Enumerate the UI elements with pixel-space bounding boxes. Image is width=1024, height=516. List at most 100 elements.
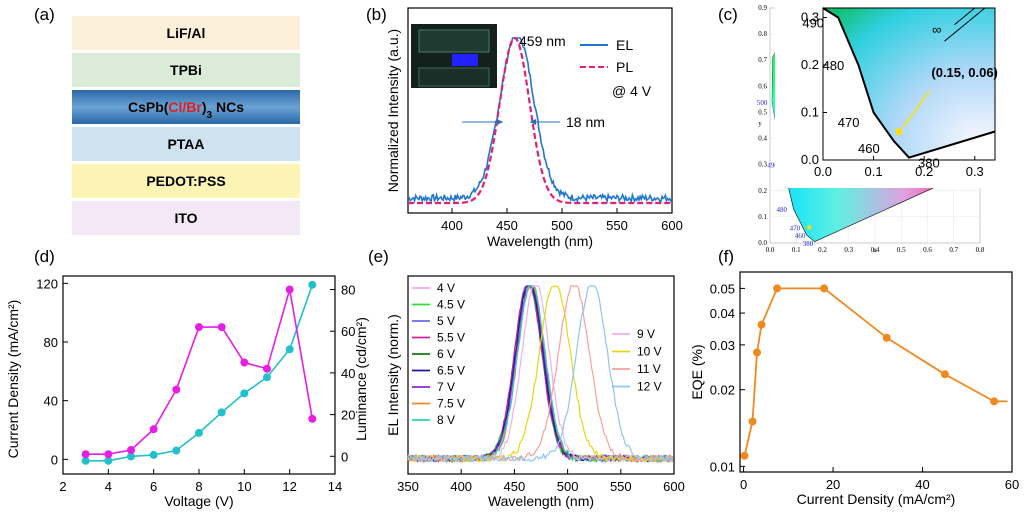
x-tick-label: 12 (282, 479, 296, 494)
y-right-tick-label: 20 (341, 408, 355, 423)
legend-label: 4 V (437, 281, 455, 295)
bias-annotation: @ 4 V (612, 83, 652, 99)
inset-wavelength-label: 460 (858, 141, 880, 156)
x-tick-label: 450 (496, 218, 518, 233)
legend-label: 5 V (437, 314, 455, 328)
legend-label: 7.5 V (437, 397, 465, 411)
series-left-point (104, 456, 113, 465)
cie-wavelength-label: 500 (757, 99, 768, 107)
x-axis-label: Wavelength (nm) (488, 493, 594, 509)
x-axis-label: Voltage (V) (164, 493, 233, 509)
cie-y-tick-label: 0.7 (758, 56, 767, 64)
cie-x-tick-label: 0.0 (766, 246, 775, 254)
cie-y-tick-label: 0.6 (758, 82, 767, 90)
cie-point-main (807, 225, 812, 230)
inset-wavelength-label: 470 (838, 115, 860, 130)
legend-label: 5.5 V (437, 331, 465, 345)
x-tick-label: 500 (557, 479, 579, 494)
cie-x-tick-label: 0.2 (818, 246, 827, 254)
series-left-point (81, 456, 90, 465)
inset-x-tick-label: 0.2 (915, 164, 933, 179)
cie-x-tick-label: 0.1 (792, 246, 801, 254)
fwhm-arrowhead-left (497, 119, 503, 125)
y-left-tick-label: 80 (44, 335, 58, 350)
series-right-point (285, 285, 294, 294)
legend-label: 4.5 V (437, 298, 465, 312)
cie-y-tick-label: 0.8 (758, 30, 767, 38)
x-tick-label: 550 (610, 479, 632, 494)
inset-y-tick-label: 0.1 (801, 105, 819, 120)
plot-frame (407, 275, 675, 475)
cie-y-tick-label: 0.1 (758, 213, 767, 221)
series-el-line (407, 37, 673, 204)
x-tick-label: 600 (661, 218, 683, 233)
inset-locus-edge (822, 7, 996, 159)
y-left-tick-label: 40 (44, 394, 58, 409)
cie-y-tick-label: 0.2 (758, 187, 767, 195)
fwhm-arrowhead-right (530, 119, 536, 125)
y-axis-label: EL Intensity (norm.) (385, 314, 401, 436)
series-left-point (195, 428, 203, 437)
isotemp-line (954, 7, 976, 26)
y-right-axis-label: Luminance (cd/cm²) (353, 317, 369, 441)
x-tick-label: 400 (450, 479, 472, 494)
y-axis-label: Normalized Intensity (a.u.) (385, 29, 401, 192)
device-layer-label: PTAA (167, 136, 204, 152)
inset-photo-top (418, 29, 490, 53)
cie-wavelength-label: 480 (777, 206, 788, 214)
panel-label-a: (a) (34, 5, 55, 24)
device-layer-label: ITO (174, 210, 197, 226)
x-tick-label: 6 (150, 479, 157, 494)
x-tick-label: 400 (441, 218, 463, 233)
legend-label: 6 V (437, 347, 455, 361)
cie-x-tick-label: 0.8 (976, 246, 985, 254)
cie-y-tick-label: 0.9 (758, 4, 767, 12)
eqe-point (753, 348, 761, 357)
legend-label: 12 V (637, 380, 662, 394)
device-layer-label: LiF/Al (167, 25, 206, 41)
x-tick-label: 2 (59, 479, 66, 494)
y-right-tick-label: 0 (341, 449, 348, 464)
el-spectra-voltage-chart: 350 400 450 500 550 600 Wavelength (nm) EL Inte… (385, 275, 685, 509)
inset-y-tick-label: 0.3 (801, 10, 819, 25)
x-axis-label: Wavelength (nm) (487, 233, 593, 249)
x-tick-label: 8 (195, 479, 202, 494)
cie-coordinate-label: (0.15, 0.06) (931, 65, 998, 80)
cie-x-tick-label: 0.6 (923, 246, 932, 254)
eqe-point (820, 284, 829, 293)
inset-locus-fill (823, 8, 995, 158)
device-layer-stack: LiF/Al TPBi CsPb(Cl/Br)3 NCs PTAA PEDOT:PSS I… (72, 16, 300, 235)
series-right-point (263, 364, 271, 373)
series-right-point (127, 446, 135, 455)
infinity-label: ∞ (932, 22, 941, 37)
panel-label-b: (b) (366, 5, 387, 24)
y-tick-label: 0.04 (710, 306, 735, 321)
y-left-tick-label: 120 (36, 276, 58, 291)
cie-point (895, 128, 903, 135)
series-left-point (240, 389, 249, 398)
x-tick-label: 550 (606, 218, 628, 233)
inset-frame (822, 7, 996, 161)
cie-wavelength-label: 460 (795, 232, 806, 240)
x-axis-label: Current Density (mA/cm²) (797, 491, 956, 507)
panel-label-e: (e) (368, 247, 389, 266)
device-layer (72, 90, 300, 124)
x-tick-label: 450 (504, 479, 526, 494)
device-layer (72, 127, 300, 161)
planckian-locus (944, 7, 986, 42)
eqe-line (743, 287, 1008, 457)
y-tick-label: 0.03 (710, 338, 735, 353)
inset-photo-bottom (418, 67, 490, 87)
cie-chromaticity-diagram: 0.0 0.1 0.2 0.3 0.4 0.5 0.6 0.7 0.8 0.0 0.1 0.2 0.3 0… (757, 4, 999, 254)
cie-coordinate-arrow (902, 90, 930, 128)
eqe-point (940, 370, 949, 379)
device-layer-label: TPBi (170, 62, 202, 78)
eqe-point (740, 451, 749, 460)
y-right-tick-label: 40 (341, 366, 355, 381)
eqe-point (882, 333, 891, 342)
current-luminance-chart: 2 4 6 8 10 12 14 0 40 80 120 0 20 40 60 80 Voltage (V) Cu… (5, 275, 369, 509)
legend-label: 6.5 V (437, 364, 465, 378)
legend-label: 11 V (637, 362, 661, 376)
eqe-point (773, 284, 782, 293)
